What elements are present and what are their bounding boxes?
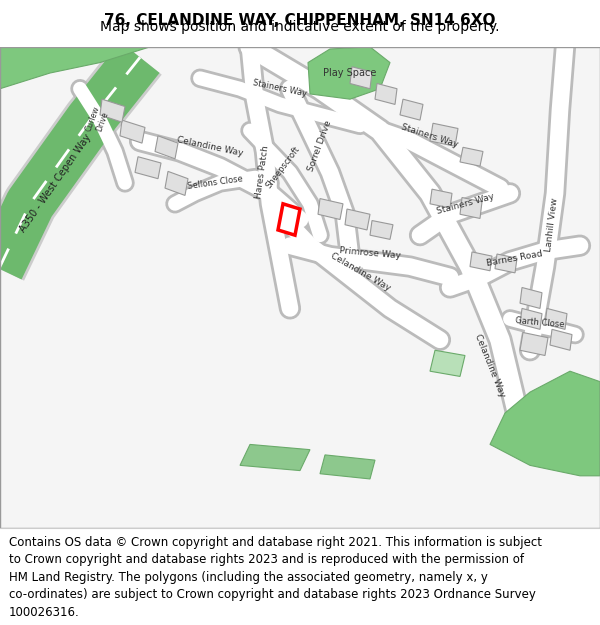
Polygon shape: [460, 148, 483, 166]
Polygon shape: [370, 221, 393, 239]
Text: Hares Patch: Hares Patch: [254, 145, 270, 199]
Polygon shape: [155, 136, 178, 159]
Polygon shape: [460, 198, 482, 219]
Text: Barnes Road: Barnes Road: [486, 249, 544, 268]
Polygon shape: [308, 47, 390, 99]
Text: Primrose Way: Primrose Way: [339, 246, 401, 260]
Polygon shape: [278, 204, 300, 235]
Polygon shape: [318, 199, 343, 219]
Text: Sorrel Drive: Sorrel Drive: [307, 119, 334, 173]
Polygon shape: [0, 47, 600, 528]
Polygon shape: [430, 123, 458, 146]
Text: HM Land Registry. The polygons (including the associated geometry, namely x, y: HM Land Registry. The polygons (includin…: [9, 571, 488, 584]
Text: Garth Close: Garth Close: [515, 316, 565, 330]
Polygon shape: [375, 84, 397, 104]
Polygon shape: [400, 99, 423, 120]
Polygon shape: [350, 67, 372, 89]
Text: Stainers Way: Stainers Way: [400, 122, 460, 149]
Polygon shape: [320, 455, 375, 479]
Polygon shape: [240, 444, 310, 471]
Polygon shape: [135, 157, 161, 179]
Text: to Crown copyright and database rights 2023 and is reproduced with the permissio: to Crown copyright and database rights 2…: [9, 553, 524, 566]
Text: co-ordinates) are subject to Crown copyright and database rights 2023 Ordnance S: co-ordinates) are subject to Crown copyr…: [9, 588, 536, 601]
Polygon shape: [120, 120, 145, 143]
Text: Celandine Way: Celandine Way: [329, 251, 391, 292]
Text: Stainers Way: Stainers Way: [252, 79, 308, 99]
Polygon shape: [550, 329, 572, 350]
Text: Contains OS data © Crown copyright and database right 2021. This information is : Contains OS data © Crown copyright and d…: [9, 536, 542, 549]
Polygon shape: [0, 47, 150, 89]
Polygon shape: [520, 288, 542, 308]
Text: Sheepscroft: Sheepscroft: [265, 144, 302, 190]
Polygon shape: [490, 371, 600, 476]
Text: Lanhill View: Lanhill View: [544, 198, 560, 252]
Text: Celandine Way: Celandine Way: [473, 333, 507, 399]
Polygon shape: [345, 209, 370, 230]
Polygon shape: [430, 350, 465, 376]
Polygon shape: [165, 171, 188, 196]
Text: 100026316.: 100026316.: [9, 606, 80, 619]
Text: Sellons Close: Sellons Close: [187, 174, 243, 191]
Polygon shape: [100, 99, 125, 122]
Text: 76, CELANDINE WAY, CHIPPENHAM, SN14 6XQ: 76, CELANDINE WAY, CHIPPENHAM, SN14 6XQ: [104, 13, 496, 28]
Polygon shape: [495, 254, 517, 273]
Polygon shape: [545, 308, 567, 329]
Polygon shape: [520, 332, 548, 356]
Polygon shape: [520, 308, 542, 329]
Text: Map shows position and indicative extent of the property.: Map shows position and indicative extent…: [100, 20, 500, 34]
Text: Curlew
Drive: Curlew Drive: [85, 104, 112, 136]
Text: Play Space: Play Space: [323, 68, 377, 78]
Text: Stainers Way: Stainers Way: [435, 192, 495, 216]
Text: A350 - West Cepen Way: A350 - West Cepen Way: [17, 132, 92, 234]
Text: Celandine Way: Celandine Way: [176, 135, 244, 158]
Polygon shape: [430, 189, 452, 208]
Polygon shape: [470, 252, 492, 271]
